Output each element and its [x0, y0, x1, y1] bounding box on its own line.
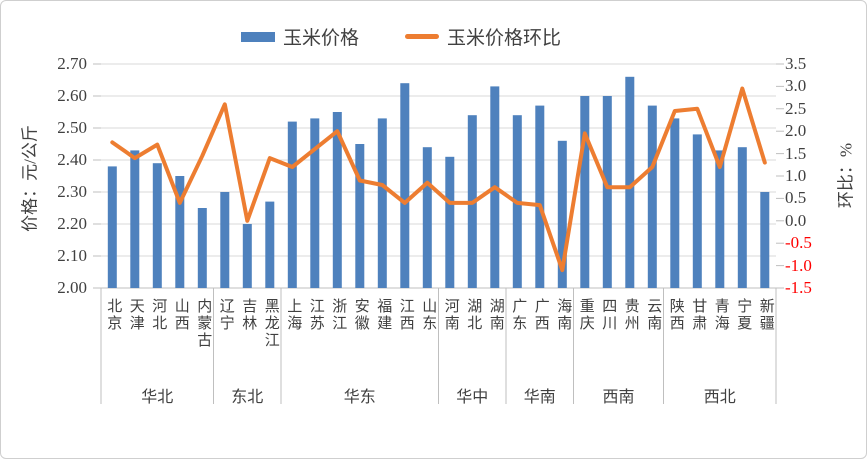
price-bar: [242, 224, 252, 288]
category-label: 福建: [375, 298, 392, 332]
price-bar: [602, 96, 612, 288]
category-label: 浙江: [330, 298, 347, 332]
category-label: 海南: [555, 298, 572, 332]
category-label: 湖北: [465, 298, 482, 332]
category-label: 湖南: [487, 298, 504, 332]
category-label: 河南: [442, 298, 459, 332]
category-label: 内蒙古: [195, 298, 212, 349]
bar-series-swatch: [241, 31, 275, 42]
price-bar: [715, 150, 725, 288]
category-label: 新疆: [757, 298, 774, 332]
left-axis-tick-label: 2.30: [57, 182, 87, 201]
price-bar: [422, 147, 432, 288]
left-axis-tick-label: 2.50: [57, 118, 87, 137]
category-label: 河北: [150, 298, 167, 332]
bar-series-label: 玉米价格: [283, 28, 360, 49]
price-bar: [287, 121, 297, 288]
line-series-swatch: [405, 34, 440, 39]
category-label: 青海: [712, 298, 729, 332]
right-axis-tick-label: 2.5: [785, 98, 807, 118]
left-axis-tick-label: 2.10: [57, 246, 87, 265]
legend-item-corn-price-mom: 玉米价格环比: [405, 23, 561, 50]
price-bar: [197, 208, 207, 288]
category-label: 山东: [420, 298, 437, 332]
category-label: 江西: [397, 298, 414, 332]
category-label: 吉林: [240, 298, 257, 332]
left-axis-tick-label: 2.70: [57, 54, 87, 73]
left-axis-tick-label: 2.60: [57, 86, 87, 105]
category-label: 甘肃: [690, 298, 707, 332]
category-label: 广西: [532, 298, 549, 332]
region-label: 华中: [456, 389, 489, 406]
price-bar: [670, 118, 680, 289]
price-bar: [535, 105, 545, 288]
price-bar: [265, 201, 275, 288]
left-axis-tick-label: 2.40: [57, 150, 87, 169]
category-label: 黑龙江: [262, 298, 279, 349]
category-label: 辽宁: [217, 298, 234, 332]
category-label: 广东: [510, 298, 527, 332]
right-axis-tick-label: 3.5: [785, 54, 807, 73]
price-bar: [692, 134, 702, 288]
right-axis-tick-label: 0.0: [785, 210, 807, 230]
right-axis-tick-label: -1.0: [785, 255, 812, 275]
left-axis-title: 价格：元/公斤: [20, 125, 40, 232]
price-bar: [557, 140, 567, 288]
right-axis-tick-label: 0.5: [785, 188, 807, 208]
mom-line: [110, 86, 767, 273]
price-bar: [647, 105, 657, 288]
legend-item-corn-price: 玉米价格: [241, 23, 359, 50]
region-label: 华东: [343, 389, 376, 406]
legend: 玉米价格 玉米价格环比: [241, 23, 561, 50]
right-axis-tick-label: 3.0: [785, 76, 807, 96]
price-bar: [175, 176, 185, 288]
price-bar: [760, 192, 770, 288]
category-label: 上海: [285, 298, 302, 332]
region-label: 西南: [602, 389, 635, 406]
price-bar: [445, 156, 455, 288]
price-bar: [355, 144, 365, 288]
region-label: 华南: [523, 389, 556, 406]
category-label: 北京: [105, 298, 122, 332]
category-label: 安徽: [352, 298, 369, 332]
price-bar: [400, 83, 410, 288]
category-label: 江苏: [307, 298, 324, 332]
price-bar: [580, 96, 590, 288]
price-bar: [377, 118, 387, 289]
category-label: 重庆: [577, 298, 594, 332]
price-bar: [625, 76, 635, 288]
right-axis-tick-label: 1.0: [785, 166, 807, 185]
right-axis-title: 环比：%: [836, 142, 856, 209]
price-bar: [220, 192, 230, 288]
right-axis-tick-label: 1.5: [785, 143, 807, 163]
category-label: 宁夏: [735, 298, 752, 332]
category-label: 天津: [127, 298, 144, 332]
line-series-label: 玉米价格环比: [447, 28, 562, 49]
category-label: 陕西: [667, 298, 684, 332]
right-axis-tick-label: -1.5: [785, 278, 812, 297]
price-bar: [332, 112, 342, 288]
category-label: 山西: [172, 298, 189, 332]
price-bar: [107, 166, 117, 288]
category-label: 四川: [600, 298, 617, 332]
category-label: 云南: [645, 298, 662, 332]
price-bar: [130, 150, 140, 288]
region-label: 华北: [141, 389, 174, 406]
category-label: 贵州: [622, 298, 639, 332]
right-axis-tick-label: 2.0: [785, 121, 807, 141]
price-bar: [310, 118, 320, 289]
price-bar: [737, 147, 747, 288]
region-label: 西北: [703, 389, 736, 406]
left-axis-tick-label: 2.00: [57, 278, 87, 297]
right-axis-tick-label: -0.5: [785, 233, 812, 253]
region-label: 东北: [231, 389, 264, 406]
left-axis-tick-label: 2.20: [57, 214, 87, 233]
price-bar: [152, 163, 162, 288]
